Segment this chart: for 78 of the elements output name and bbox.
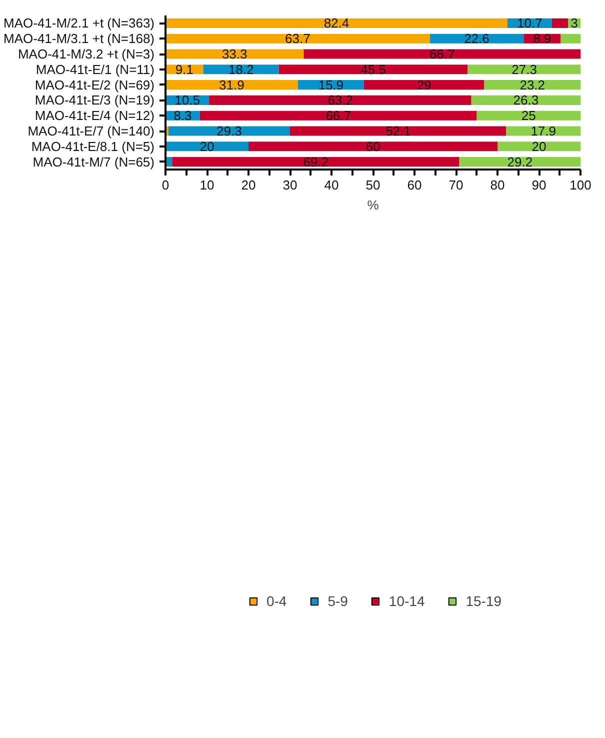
data-label: 26.3 <box>513 92 539 108</box>
x-tick-label: 90 <box>532 178 546 192</box>
bar <box>168 126 290 136</box>
data-label: 69.2 <box>303 154 328 170</box>
legend-label: 5-9 <box>328 592 348 608</box>
bar <box>476 110 580 120</box>
data-label: 29.3 <box>216 124 242 138</box>
bar <box>248 142 498 152</box>
x-tick-label: 50 <box>366 178 380 192</box>
data-label: 20 <box>200 138 214 154</box>
data-label: 33.3 <box>222 46 248 62</box>
data-label: 29 <box>416 77 432 92</box>
data-label: 63.2 <box>328 92 353 108</box>
bar <box>166 80 298 90</box>
bar <box>304 49 580 59</box>
y-tick-label: MAO-41t-E/2 (N=69) <box>34 77 155 92</box>
bar <box>364 80 484 90</box>
x-tick-label: 70 <box>448 178 464 192</box>
legend-label: 10-14 <box>388 592 425 608</box>
x-tick-label: 30 <box>282 178 298 192</box>
data-label: 27.3 <box>512 62 537 77</box>
x-tick-label: 40 <box>324 178 339 192</box>
data-label: 82.4 <box>324 16 350 31</box>
data-label: 52.1 <box>385 124 411 138</box>
bar <box>290 126 506 136</box>
bar <box>166 142 248 152</box>
y-tick-label: MAO-41t-E/7 (N=140) <box>28 124 154 138</box>
data-label: 66.7 <box>429 46 455 62</box>
x-tick-label: 10 <box>200 178 214 192</box>
data-label: 63.7 <box>285 31 310 46</box>
data-label: 23.2 <box>520 77 546 92</box>
x-tick-label: 60 <box>407 178 422 192</box>
data-label: 20 <box>532 138 546 154</box>
legend-label: 15-19 <box>466 592 502 608</box>
bar <box>560 34 580 44</box>
y-tick-label: MAO-41t-E/1 (N=11) <box>36 62 155 77</box>
data-label: 17.9 <box>530 124 556 138</box>
x-tick-label: 0 <box>162 178 170 192</box>
data-label: 10.7 <box>517 16 542 31</box>
bar <box>166 18 508 28</box>
y-tick-label: MAO-41t-M/7 (N=65) <box>32 154 155 170</box>
data-label: 10.5 <box>174 92 200 108</box>
bar <box>506 126 580 136</box>
x-tick-label: 20 <box>241 178 256 192</box>
bar <box>166 34 430 44</box>
data-label: 31.9 <box>219 77 244 92</box>
bar <box>471 95 580 105</box>
bar <box>459 157 580 167</box>
data-label: 29.2 <box>507 154 533 170</box>
x-tick-label: 80 <box>490 178 505 192</box>
data-label: 22.6 <box>464 31 490 46</box>
x-tick-label: 100 <box>570 178 592 192</box>
data-label: 3 <box>570 16 578 31</box>
data-label: 60 <box>366 138 380 154</box>
y-tick-label: MAO-41t-E/3 (N=19) <box>34 92 155 108</box>
bar <box>166 49 304 59</box>
y-tick-label: MAO-41-M/3.1 +t (N=168) <box>4 31 154 46</box>
y-tick-label: MAO-41-M/2.1 +t (N=363) <box>4 16 154 31</box>
data-label: 66.7 <box>326 108 352 124</box>
bar <box>200 110 477 120</box>
legend-label: 0-4 <box>266 592 287 608</box>
data-label: 8.3 <box>174 108 192 124</box>
bar <box>278 64 468 74</box>
data-label: 8.9 <box>533 31 552 46</box>
bar <box>209 95 472 105</box>
bar <box>172 157 460 167</box>
data-label: 9.1 <box>175 62 194 77</box>
y-tick-label: MAO-41t-E/8.1 (N=5) <box>31 138 155 154</box>
data-label: 15.9 <box>318 77 344 92</box>
y-tick-label: MAO-41-M/3.2 +t (N=3) <box>18 46 155 62</box>
bar <box>468 64 580 74</box>
bar <box>498 142 580 152</box>
bar <box>552 18 568 28</box>
data-label: 18.2 <box>228 62 254 77</box>
y-tick-label: MAO-41t-E/4 (N=12) <box>34 108 155 124</box>
x-axis-title: % <box>367 198 380 212</box>
data-label: 45.5 <box>360 62 386 77</box>
data-label: 25 <box>521 108 536 124</box>
